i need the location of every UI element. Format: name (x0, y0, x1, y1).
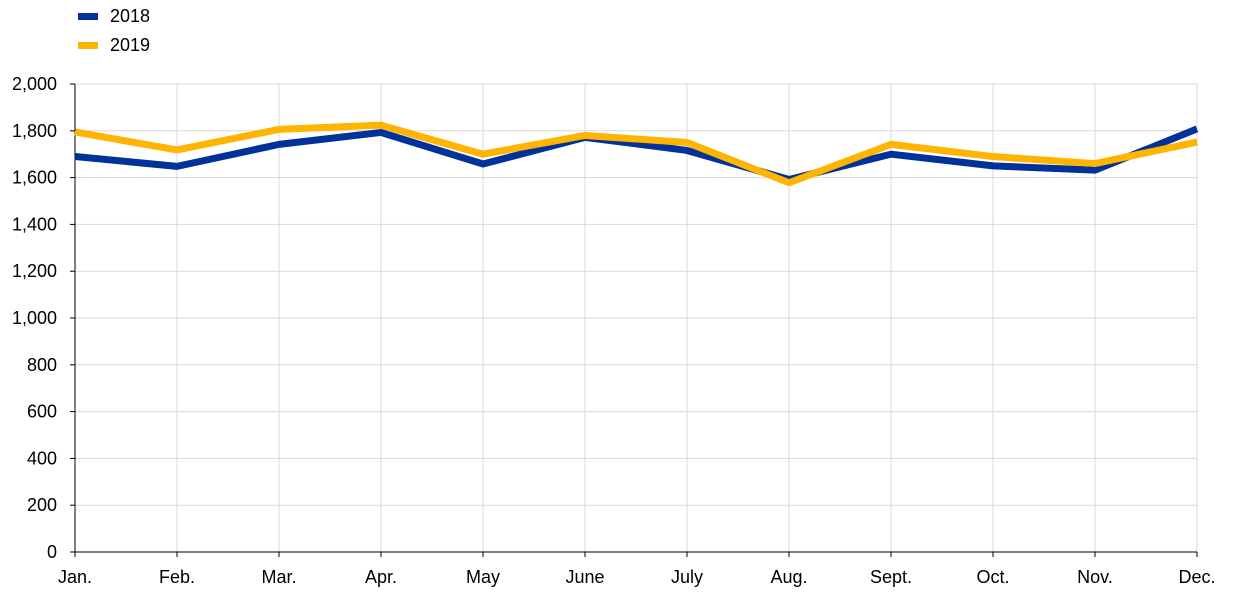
x-tick-label: Jan. (58, 567, 92, 587)
x-tick-label: Dec. (1178, 567, 1215, 587)
grid (74, 83, 1198, 552)
legend: 2018 2019 (78, 2, 150, 60)
legend-item-2019: 2019 (78, 31, 150, 60)
y-tick-label: 1,000 (12, 308, 57, 328)
y-tick-label: 400 (27, 448, 57, 468)
legend-swatch-2019 (78, 42, 98, 49)
x-tick-label: May (466, 567, 500, 587)
y-tick-label: 1,400 (12, 214, 57, 234)
y-tick-label: 600 (27, 402, 57, 422)
y-tick-label: 0 (47, 542, 57, 562)
x-tick-label: Aug. (770, 567, 807, 587)
y-tick-label: 1,800 (12, 121, 57, 141)
x-tick-label: Mar. (261, 567, 296, 587)
x-tick-label: July (671, 567, 703, 587)
axes (70, 83, 1198, 557)
x-tick-label: Feb. (159, 567, 195, 587)
x-tick-label: Oct. (976, 567, 1009, 587)
x-tick-label: Apr. (365, 567, 397, 587)
series-layer (74, 121, 1199, 187)
series-line-2018 (74, 125, 1199, 183)
legend-label-2018: 2018 (110, 6, 151, 26)
series-line-2019 (74, 121, 1198, 187)
tick-labels: 0 200 400 600 800 1,000 1,200 1,400 1,600 1,800 2,… (12, 74, 1216, 587)
legend-label-2019: 2019 (110, 35, 151, 55)
x-tick-label: June (565, 567, 604, 587)
x-tick-label: Sept. (870, 567, 912, 587)
y-tick-label: 200 (27, 495, 57, 515)
x-tick-label: Nov. (1077, 567, 1113, 587)
y-tick-label: 1,600 (12, 168, 57, 188)
legend-swatch-2018 (78, 13, 98, 20)
legend-item-2018: 2018 (78, 2, 150, 31)
y-tick-label: 800 (27, 355, 57, 375)
y-tick-label: 1,200 (12, 261, 57, 281)
y-tick-label: 2,000 (12, 74, 57, 94)
